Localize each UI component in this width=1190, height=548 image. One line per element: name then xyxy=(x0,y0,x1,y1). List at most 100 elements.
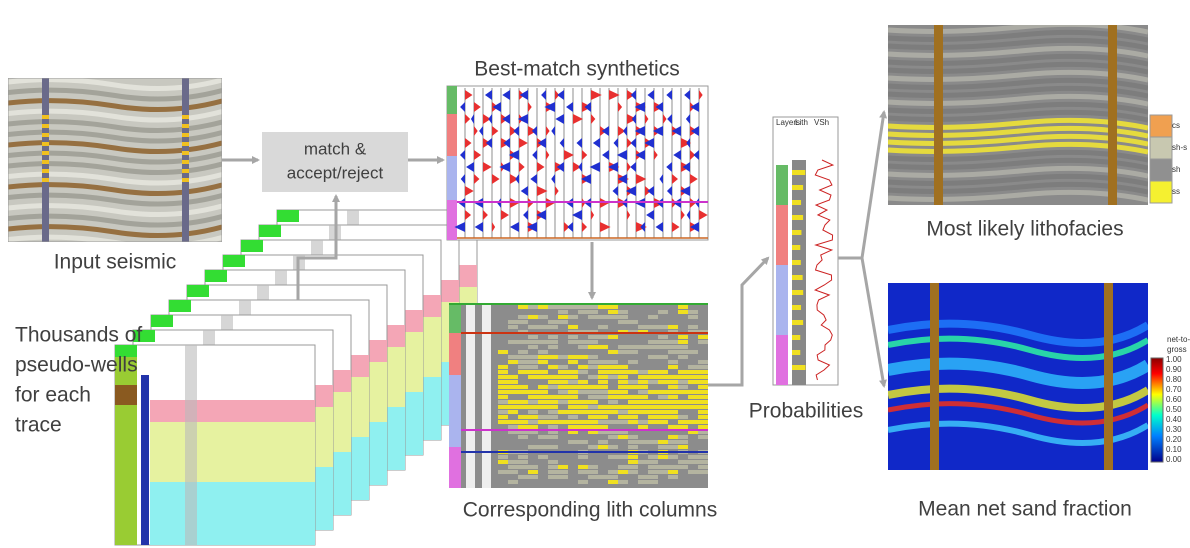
shale xyxy=(538,350,548,354)
shale xyxy=(628,435,638,439)
shale xyxy=(618,410,628,414)
process-label: match & xyxy=(304,139,367,158)
facies-label: cs xyxy=(1172,121,1180,130)
well-log xyxy=(42,169,49,173)
shale xyxy=(678,460,688,464)
shale xyxy=(498,400,508,404)
sand xyxy=(508,380,518,384)
zone xyxy=(449,333,461,375)
shale xyxy=(628,350,638,354)
sand xyxy=(658,405,668,409)
sand xyxy=(528,315,538,319)
sand-prob xyxy=(792,185,803,190)
shale xyxy=(668,350,678,354)
shale xyxy=(648,315,658,319)
shale xyxy=(648,470,658,474)
shale xyxy=(688,470,698,474)
sand xyxy=(568,410,578,414)
card-header xyxy=(151,315,173,327)
sand xyxy=(668,365,678,369)
shale xyxy=(608,400,618,404)
shale xyxy=(528,355,538,359)
lith-col-b xyxy=(115,385,137,405)
sand xyxy=(548,395,558,399)
sand xyxy=(658,415,668,419)
caption: pseudo-wells xyxy=(15,354,138,377)
sand xyxy=(668,435,678,439)
shale xyxy=(638,480,648,484)
well-log xyxy=(182,160,189,164)
shale xyxy=(668,475,678,479)
sand xyxy=(578,405,588,409)
sand xyxy=(668,395,678,399)
sand xyxy=(678,390,688,394)
well xyxy=(1108,10,1117,210)
well-log xyxy=(182,169,189,173)
sand xyxy=(528,425,538,429)
shale xyxy=(698,470,708,474)
pseudo-well-card xyxy=(115,345,315,545)
shale xyxy=(548,385,558,389)
shale xyxy=(678,465,688,469)
sand xyxy=(568,405,578,409)
card-header xyxy=(205,270,227,282)
well xyxy=(930,280,939,475)
caption: Corresponding lith columns xyxy=(463,499,717,522)
shale xyxy=(678,350,688,354)
sand xyxy=(598,305,608,309)
shale xyxy=(598,315,608,319)
sand xyxy=(638,410,648,414)
sand xyxy=(648,420,658,424)
shale xyxy=(678,435,688,439)
shale xyxy=(678,440,688,444)
sand xyxy=(658,390,668,394)
sand xyxy=(658,420,668,424)
well-log xyxy=(182,178,189,182)
sand xyxy=(618,415,628,419)
sand-prob xyxy=(792,170,805,175)
shale xyxy=(668,465,678,469)
shale xyxy=(548,340,558,344)
shale xyxy=(548,460,558,464)
sand xyxy=(598,345,608,349)
facies-swatch xyxy=(1150,115,1172,137)
sand xyxy=(508,410,518,414)
sand xyxy=(618,375,628,379)
shale xyxy=(588,340,598,344)
shale xyxy=(668,445,678,449)
sand xyxy=(498,370,508,374)
shale xyxy=(668,360,678,364)
shale xyxy=(688,365,698,369)
sand xyxy=(598,385,608,389)
sand xyxy=(598,365,608,369)
shale xyxy=(648,475,658,479)
sand xyxy=(618,435,628,439)
shale xyxy=(548,335,558,339)
shale xyxy=(648,460,658,464)
sand xyxy=(618,385,628,389)
sand xyxy=(628,455,638,459)
shale xyxy=(548,305,558,309)
shale xyxy=(598,325,608,329)
shale xyxy=(628,360,638,364)
shale xyxy=(648,440,658,444)
shale xyxy=(608,375,618,379)
sand xyxy=(678,310,688,314)
sand xyxy=(498,415,508,419)
sand xyxy=(508,360,518,364)
sand xyxy=(538,390,548,394)
sand xyxy=(618,365,628,369)
sand xyxy=(688,370,698,374)
shale xyxy=(608,475,618,479)
shale xyxy=(648,345,658,349)
sand xyxy=(658,410,668,414)
seismic-image xyxy=(8,78,222,246)
shale xyxy=(508,460,518,464)
shale xyxy=(518,355,528,359)
shale xyxy=(628,470,638,474)
shale xyxy=(538,435,548,439)
sand xyxy=(568,375,578,379)
sand xyxy=(608,370,618,374)
sand xyxy=(658,375,668,379)
shale xyxy=(598,420,608,424)
